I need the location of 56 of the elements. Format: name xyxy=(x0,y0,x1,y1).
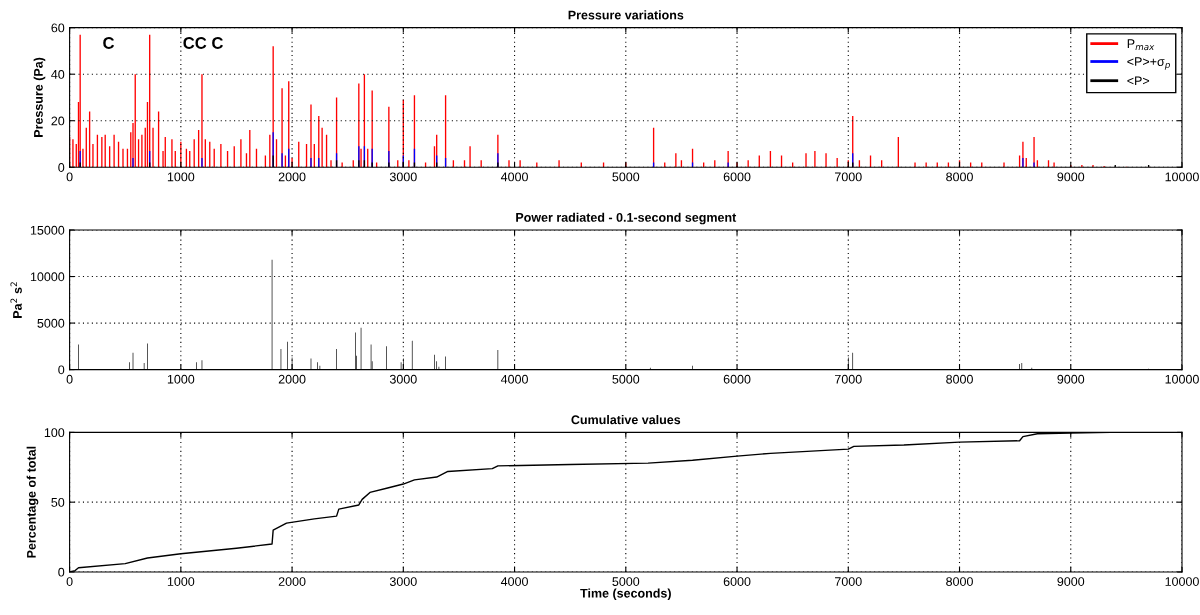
x-tick-label: 0 xyxy=(66,172,73,182)
x-tick-label: 6000 xyxy=(723,374,751,384)
x-tick-label: 7000 xyxy=(835,172,862,182)
chart-title: Power radiated - 0.1-second segment xyxy=(516,212,737,225)
x-tick-label: 7000 xyxy=(835,577,862,586)
x-tick-label: 1000 xyxy=(167,172,195,182)
x-tick-label: 6000 xyxy=(723,172,751,182)
y-tick-label: 40 xyxy=(51,70,65,79)
legend-label: P$_{max}$ xyxy=(1127,39,1155,51)
y-tick-label: 0 xyxy=(58,567,65,577)
x-tick-label: 8000 xyxy=(946,172,973,182)
y-axis-title: Pressure (Pa) xyxy=(33,57,46,137)
y-tick-label: 0 xyxy=(58,163,65,172)
x-tick-label: 8000 xyxy=(946,374,973,384)
chart-title: Pressure variations xyxy=(568,10,684,20)
x-tick-label: 5000 xyxy=(612,172,640,182)
y-tick-label: 15000 xyxy=(30,225,65,235)
x-tick-label: 3000 xyxy=(389,374,417,384)
x-tick-label: 3000 xyxy=(389,172,417,182)
x-tick-label: 10000 xyxy=(1165,374,1199,384)
x-tick-label: 0 xyxy=(66,577,73,586)
x-tick-label: 2000 xyxy=(278,374,306,384)
x-tick-label: 5000 xyxy=(612,374,640,384)
y-tick-label: 50 xyxy=(51,497,65,507)
y-tick-label: 20 xyxy=(51,116,65,126)
legend-label: <P> xyxy=(1127,76,1150,86)
x-tick-label: 7000 xyxy=(835,374,862,384)
x-tick-label: 0 xyxy=(66,374,73,384)
x-tick-label: 4000 xyxy=(500,577,528,586)
x-tick-label: 10000 xyxy=(1165,577,1199,586)
x-tick-label: 9000 xyxy=(1057,374,1085,384)
annotation: C xyxy=(103,37,115,49)
x-tick-label: 3000 xyxy=(389,577,417,586)
x-tick-label: 2000 xyxy=(278,172,306,182)
x-tick-label: 1000 xyxy=(167,374,195,384)
x-axis-title: Time (seconds) xyxy=(580,588,671,601)
y-tick-label: 100 xyxy=(44,428,65,438)
y-tick-label: 5000 xyxy=(37,318,65,328)
x-tick-label: 8000 xyxy=(946,577,973,586)
y-axis-title: Pa$^{2}$ s$^{2}$ xyxy=(10,282,22,318)
x-tick-label: 1000 xyxy=(167,577,195,586)
y-tick-label: 0 xyxy=(58,365,65,375)
x-tick-label: 4000 xyxy=(500,172,528,182)
x-tick-label: 9000 xyxy=(1057,172,1085,182)
x-tick-label: 6000 xyxy=(723,577,751,586)
legend-label: <P>+σ$_{p}$ xyxy=(1127,57,1170,70)
x-tick-label: 4000 xyxy=(500,374,528,384)
x-tick-label: 2000 xyxy=(278,577,306,586)
y-axis-title: Percentage of total xyxy=(26,446,39,558)
chart-title: Cumulative values xyxy=(571,415,681,425)
x-tick-label: 10000 xyxy=(1165,172,1199,182)
y-tick-label: 60 xyxy=(51,23,65,33)
y-tick-label: 10000 xyxy=(30,272,65,282)
x-tick-label: 5000 xyxy=(612,577,640,586)
x-tick-label: 9000 xyxy=(1057,577,1085,586)
annotation: CC C xyxy=(183,37,223,49)
